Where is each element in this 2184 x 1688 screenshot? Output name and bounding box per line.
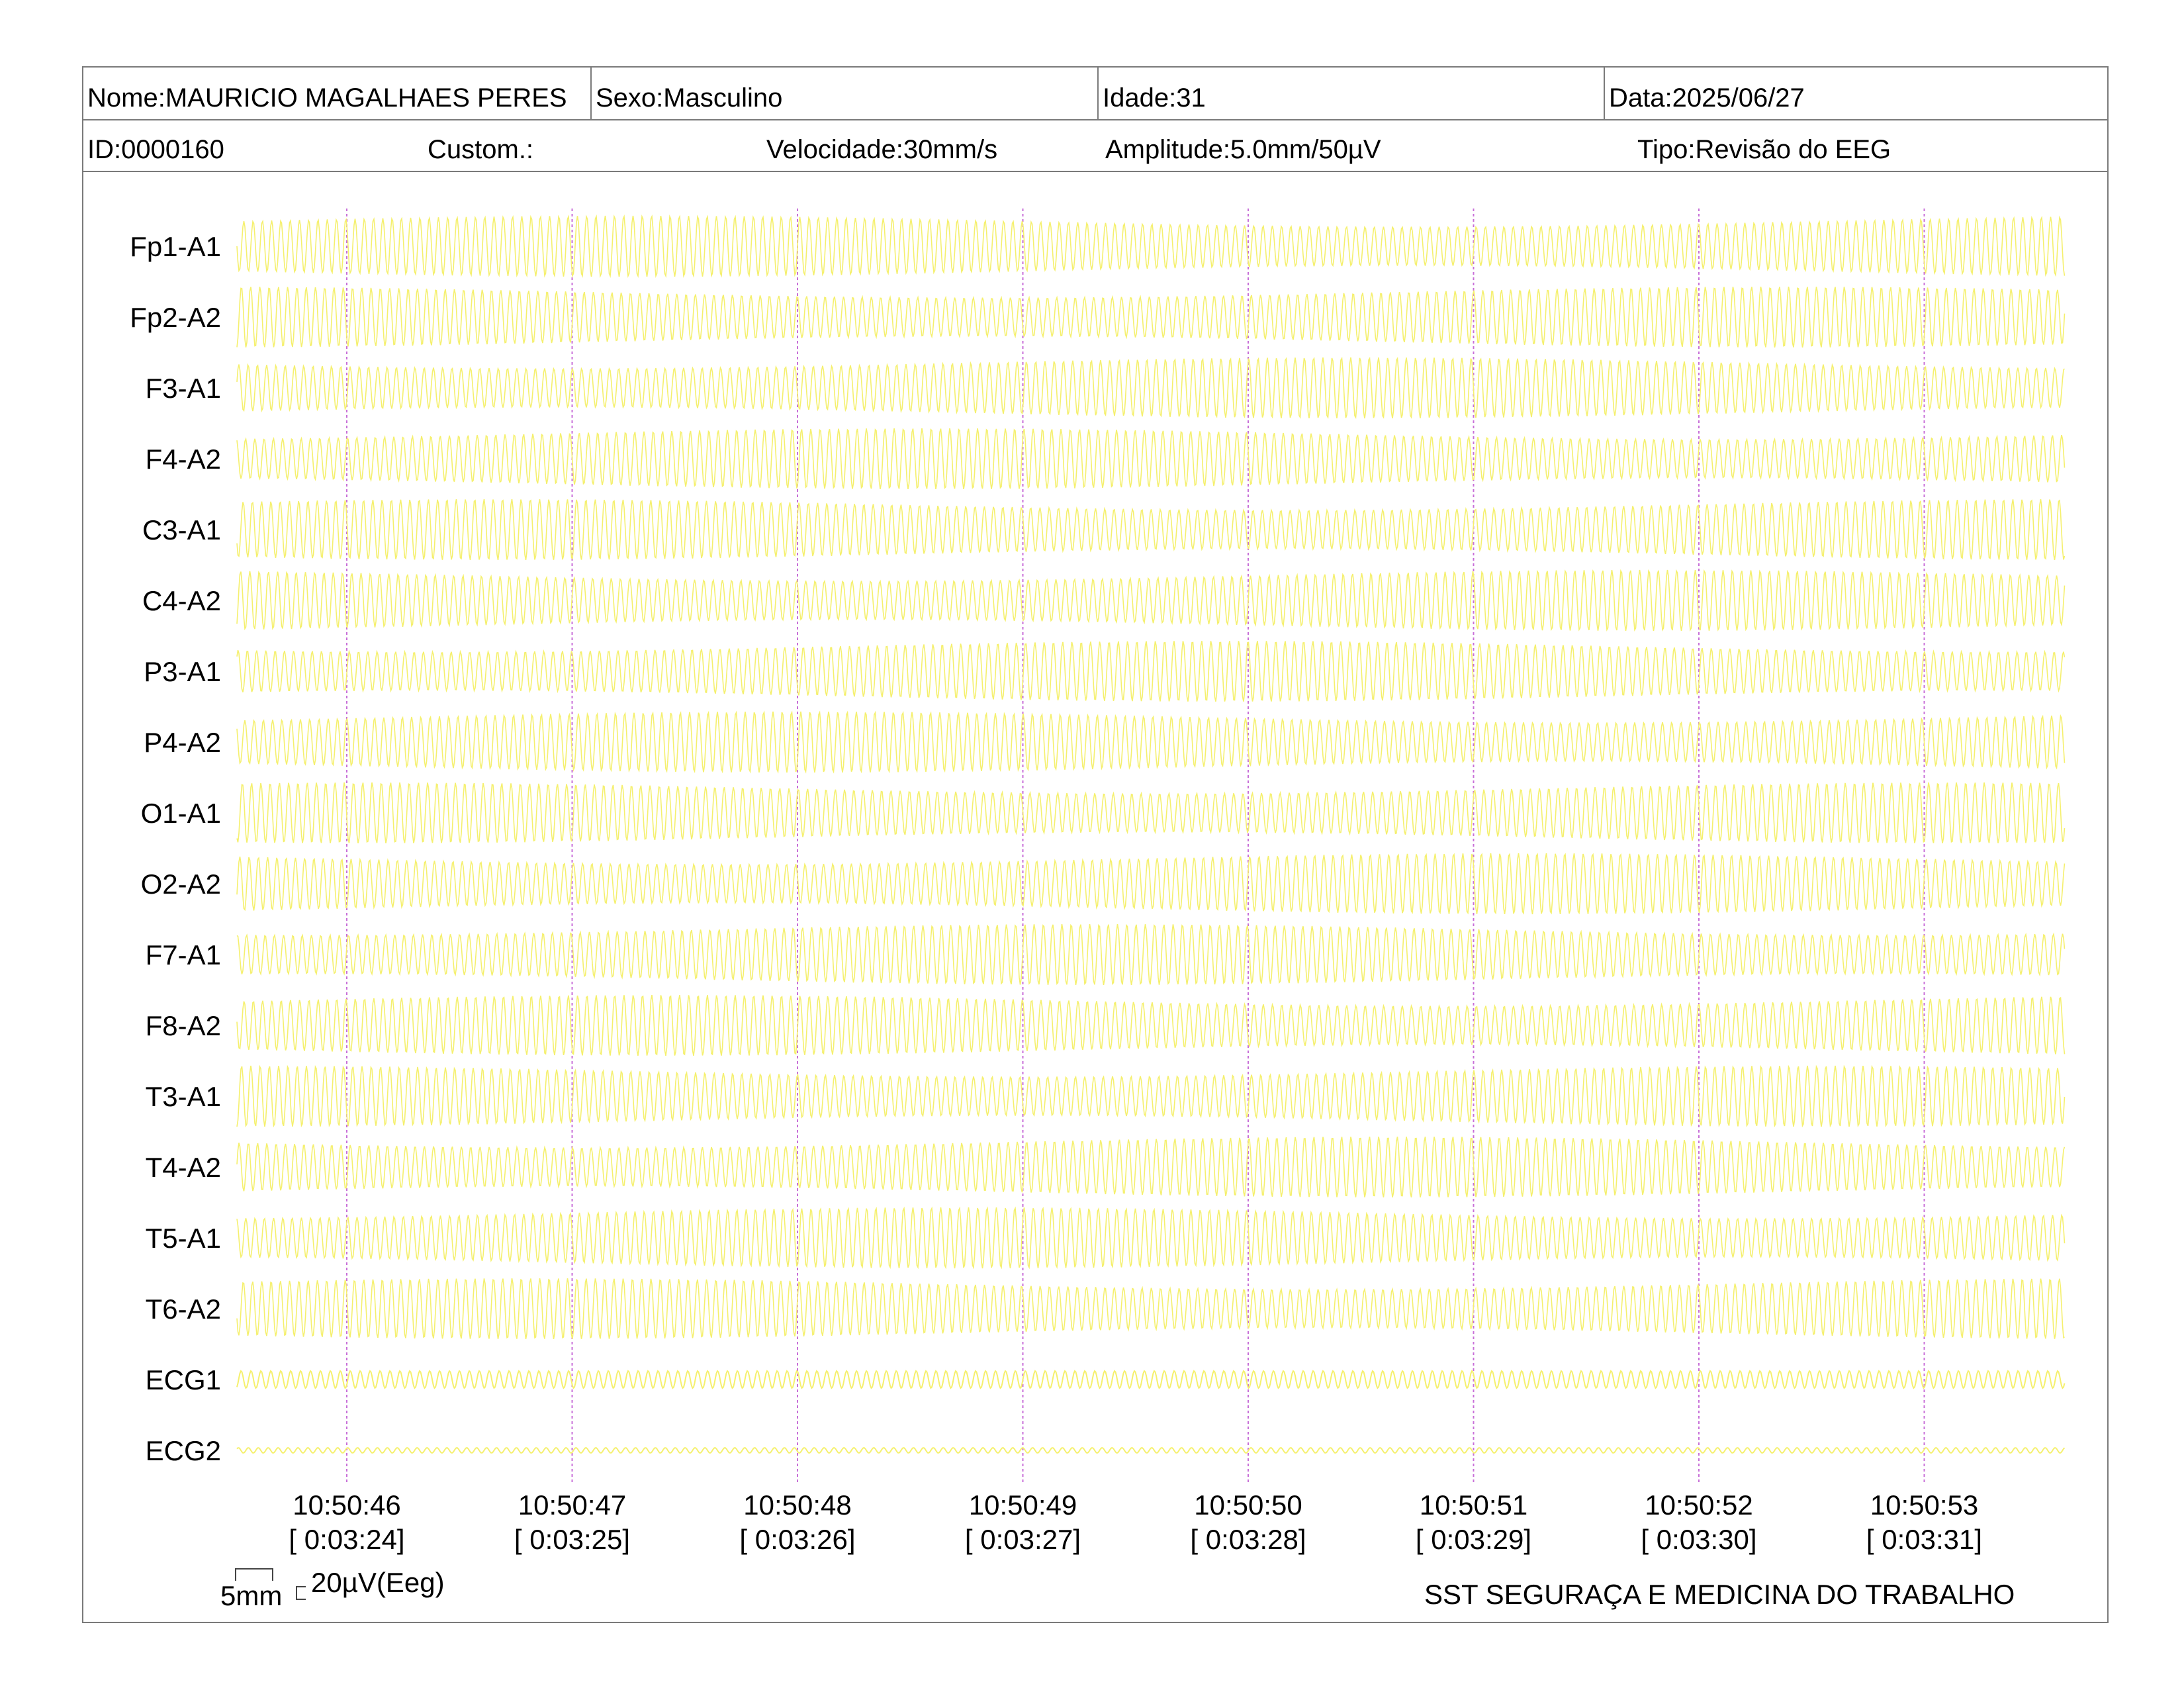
- custom-field: Custom.:: [428, 135, 534, 164]
- eeg-trace-ecg1: [236, 1370, 2066, 1389]
- eeg-trace-t3-a1: [236, 1064, 2066, 1128]
- channel-label: P3-A1: [144, 656, 221, 687]
- eeg-trace-t4-a2: [236, 1137, 2066, 1197]
- exam-date: Data:2025/06/27: [1604, 68, 2107, 119]
- time-tick-elapsed: [ 0:03:28]: [1190, 1524, 1306, 1555]
- header-row-recording: ID:0000160 Custom.: Velocidade:30mm/s Am…: [83, 119, 2107, 172]
- header-row-patient: Nome:MAURICIO MAGALHAES PERES Sexo:Mascu…: [83, 68, 2107, 120]
- eeg-trace-o1-a1: [236, 782, 2066, 843]
- channel-label: T4-A2: [146, 1152, 221, 1183]
- channel-label: T5-A1: [146, 1223, 221, 1254]
- channel-label: T6-A2: [146, 1293, 221, 1325]
- time-tick-clock: 10:50:46: [293, 1489, 401, 1521]
- channel-label: P4-A2: [144, 727, 221, 758]
- patient-name: Nome:MAURICIO MAGALHAES PERES: [87, 83, 567, 113]
- channel-label: F4-A2: [146, 444, 221, 475]
- time-tick-elapsed: [ 0:03:26]: [739, 1524, 855, 1555]
- channel-label: F8-A2: [146, 1010, 221, 1041]
- eeg-trace-c4-a2: [236, 569, 2066, 632]
- eeg-trace-p3-a1: [236, 641, 2066, 702]
- eeg-trace-p4-a2: [236, 710, 2066, 774]
- time-tick-elapsed: [ 0:03:29]: [1416, 1524, 1531, 1555]
- channel-label: O2-A2: [141, 868, 221, 900]
- channel-label: F3-A1: [146, 373, 221, 404]
- time-tick-clock: 10:50:51: [1420, 1489, 1528, 1521]
- channel-label: ECG1: [146, 1364, 221, 1395]
- channel-label: O1-A1: [141, 798, 221, 829]
- time-tick-clock: 10:50:52: [1645, 1489, 1753, 1521]
- eeg-trace-o2-a2: [236, 853, 2066, 915]
- time-tick-elapsed: [ 0:03:31]: [1866, 1524, 1982, 1555]
- time-tick-clock: 10:50:47: [518, 1489, 627, 1521]
- eeg-trace-ecg2: [236, 1447, 2066, 1454]
- scale-bar-x-label: 5mm: [220, 1580, 282, 1611]
- report-frame: Nome:MAURICIO MAGALHAES PERES Sexo:Mascu…: [82, 66, 2109, 1623]
- speed-setting: Velocidade:30mm/s: [766, 135, 998, 164]
- eeg-trace-f8-a2: [236, 994, 2066, 1056]
- company-name: SST SEGURAÇA E MEDICINA DO TRABALHO: [1424, 1579, 2015, 1610]
- time-tick-clock: 10:50:48: [743, 1489, 852, 1521]
- eeg-trace-t5-a1: [236, 1206, 2066, 1270]
- patient-id: ID:0000160: [87, 135, 224, 164]
- patient-sex: Sexo:Masculino: [590, 68, 1097, 119]
- time-tick-elapsed: [ 0:03:24]: [289, 1524, 404, 1555]
- channel-label: F7-A1: [146, 939, 221, 970]
- scale-bar-y-label: 20µV(Eeg): [311, 1567, 445, 1598]
- time-tick-elapsed: [ 0:03:30]: [1641, 1524, 1756, 1555]
- channel-label: Fp2-A2: [130, 302, 221, 333]
- eeg-trace-fp2-a2: [236, 287, 2066, 348]
- review-type: Tipo:Revisão do EEG: [1637, 135, 1891, 164]
- channel-label: C4-A2: [142, 585, 221, 616]
- time-tick-elapsed: [ 0:03:27]: [965, 1524, 1081, 1555]
- channel-label: C3-A1: [142, 514, 221, 545]
- channel-label: T3-A1: [146, 1081, 221, 1112]
- channel-label: ECG2: [146, 1435, 221, 1466]
- eeg-trace-f3-a1: [236, 357, 2066, 419]
- eeg-trace-t6-a2: [236, 1278, 2065, 1339]
- eeg-trace-f4-a2: [236, 428, 2066, 490]
- time-tick-clock: 10:50:53: [1870, 1489, 1979, 1521]
- time-tick-elapsed: [ 0:03:25]: [514, 1524, 630, 1555]
- eeg-trace-f7-a1: [236, 923, 2066, 986]
- patient-age: Idade:31: [1097, 68, 1604, 119]
- time-tick-clock: 10:50:50: [1194, 1489, 1302, 1521]
- eeg-trace-c3-a1: [236, 498, 2066, 561]
- eeg-trace-fp1-a1: [236, 214, 2066, 278]
- time-tick-clock: 10:50:49: [969, 1489, 1077, 1521]
- amplitude-setting: Amplitude:5.0mm/50µV: [1105, 135, 1381, 164]
- channel-label: Fp1-A1: [130, 231, 221, 262]
- scale-bar: 5mm 20µV(Eeg): [220, 1567, 445, 1611]
